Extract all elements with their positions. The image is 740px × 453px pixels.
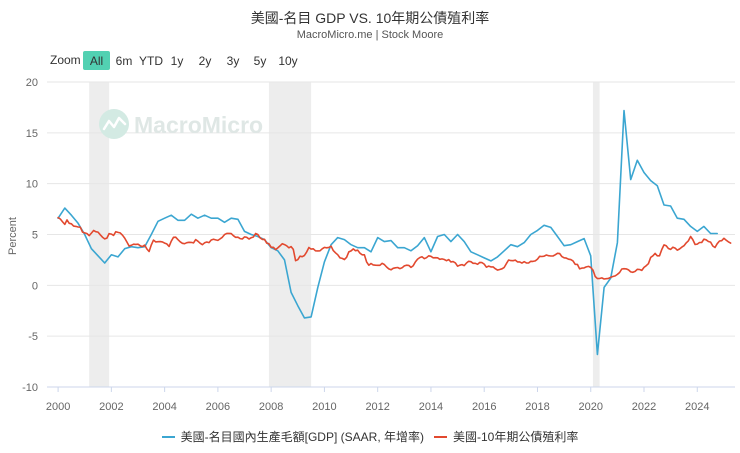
legend-swatch-gdp xyxy=(161,435,175,438)
legend-item-10y-yield[interactable]: 美國-10年期公債殖利率 xyxy=(433,428,579,445)
x-tick-label: 2016 xyxy=(472,401,496,413)
x-tick-label: 2022 xyxy=(632,401,656,413)
legend-label-10y-yield: 美國-10年期公債殖利率 xyxy=(452,430,579,444)
series-line-10y-yield xyxy=(57,216,732,280)
zoom-button-all[interactable]: All xyxy=(83,51,110,70)
zoom-label: Zoom xyxy=(50,53,81,67)
x-tick-label: 2000 xyxy=(46,401,70,413)
watermark-logo: MacroMicro xyxy=(99,109,263,139)
legend-item-gdp[interactable]: 美國-名目國內生產毛額[GDP] (SAAR, 年增率) xyxy=(161,428,424,445)
legend-swatch-10y-yield xyxy=(433,435,447,438)
legend-label-gdp: 美國-名目國內生產毛額[GDP] (SAAR, 年增率) xyxy=(180,430,424,444)
zoom-button-6m[interactable]: 6m xyxy=(112,51,136,70)
x-tick-label: 2004 xyxy=(152,401,176,413)
watermark-text: MacroMicro xyxy=(134,112,263,138)
y-tick-label: 15 xyxy=(26,128,38,140)
chart-legend: 美國-名目國內生產毛額[GDP] (SAAR, 年增率) 美國-10年期公債殖利… xyxy=(0,428,740,445)
chart-title: 美國-名目 GDP VS. 10年期公債殖利率 xyxy=(250,10,490,26)
zoom-button-3y[interactable]: 3y xyxy=(223,51,243,70)
y-axis-title: Percent xyxy=(7,217,19,255)
y-tick-label: 5 xyxy=(32,230,38,242)
x-tick-label: 2008 xyxy=(259,401,283,413)
chart-subtitle: MacroMicro.me | Stock Moore xyxy=(296,29,444,41)
x-tick-label: 2018 xyxy=(525,401,549,413)
zoom-button-5y[interactable]: 5y xyxy=(250,51,270,70)
zoom-button-1y[interactable]: 1y xyxy=(167,51,187,70)
x-tick-label: 2024 xyxy=(685,401,709,413)
x-tick-label: 2006 xyxy=(206,401,230,413)
x-tick-label: 2014 xyxy=(419,401,443,413)
y-tick-label: -5 xyxy=(28,331,38,343)
series-lines xyxy=(57,109,732,356)
x-tick-label: 2020 xyxy=(578,401,602,413)
axis-labels: 20 15 10 5 0 -5 -10 2000 2002 2004 2006 2008 2010 201… xyxy=(22,77,709,413)
y-tick-label: 0 xyxy=(32,280,38,292)
watermark-logo-chart-glyph xyxy=(102,116,127,131)
y-tick-label: 20 xyxy=(26,77,38,89)
macromicro-logo-icon xyxy=(99,109,129,139)
x-tick-label: 2010 xyxy=(312,401,336,413)
y-tick-label: -10 xyxy=(22,382,38,394)
zoom-button-ytd[interactable]: YTD xyxy=(138,51,164,70)
zoom-button-10y[interactable]: 10y xyxy=(276,51,300,70)
x-tick-label: 2012 xyxy=(365,401,389,413)
zoom-button-2y[interactable]: 2y xyxy=(195,51,215,70)
series-line-gdp xyxy=(57,109,718,356)
grid-and-axes xyxy=(47,81,735,392)
x-tick-label: 2002 xyxy=(99,401,123,413)
y-tick-label: 10 xyxy=(26,179,38,191)
